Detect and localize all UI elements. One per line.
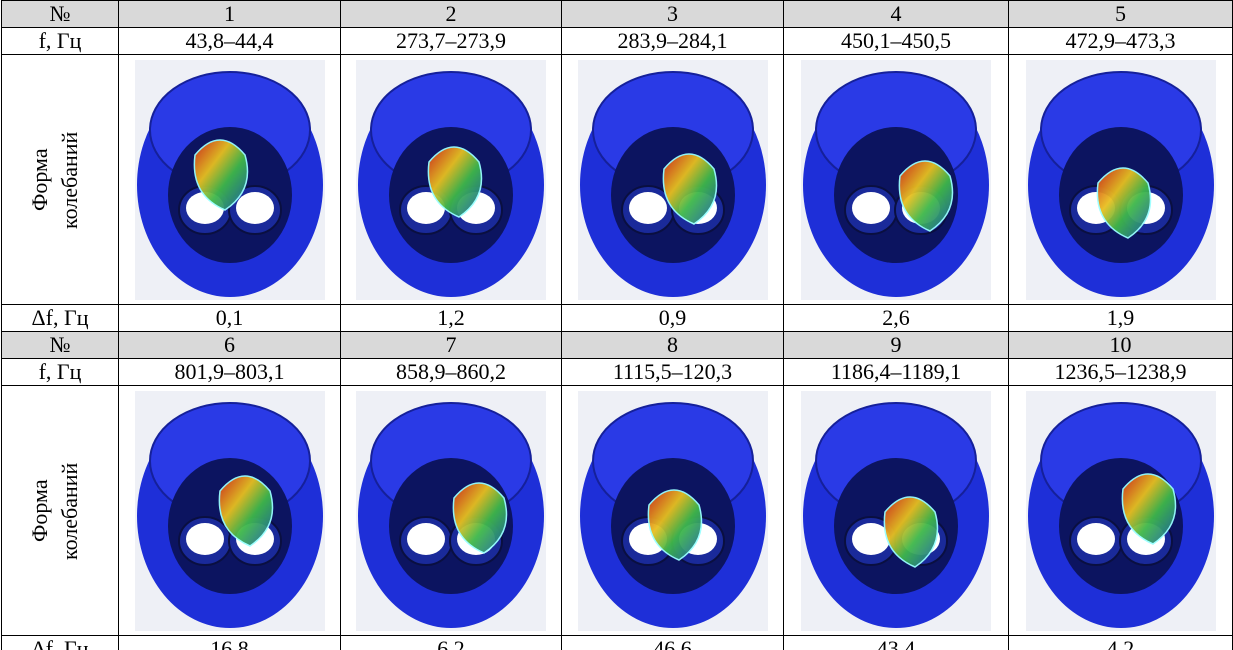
mode-number: 5 xyxy=(1009,1,1233,28)
table-body: №12345f, Гц43,8–44,4273,7–273,9283,9–284… xyxy=(2,1,1233,650)
delta: 0,9 xyxy=(562,305,784,332)
mode-number: 3 xyxy=(562,1,784,28)
shape xyxy=(236,192,274,224)
delta: 0,1 xyxy=(119,305,341,332)
frequency: 273,7–273,9 xyxy=(341,28,562,55)
mode-number: 2 xyxy=(341,1,562,28)
frequency: 283,9–284,1 xyxy=(562,28,784,55)
row-label: f, Гц xyxy=(2,28,119,55)
mode-image xyxy=(356,391,546,631)
image-cell xyxy=(784,386,1009,636)
image-cell xyxy=(1009,386,1233,636)
image-row: Форма колебаний xyxy=(2,386,1233,636)
delta: 2,6 xyxy=(784,305,1009,332)
delta: 4,2 xyxy=(1009,636,1233,650)
row-label-cell: Форма колебаний xyxy=(2,386,119,636)
image-cell xyxy=(562,55,784,305)
frequency: 1115,5–120,3 xyxy=(562,359,784,386)
delta: 43,4 xyxy=(784,636,1009,650)
mode-number: 6 xyxy=(119,332,341,359)
mode-number: 7 xyxy=(341,332,562,359)
mode-number: 1 xyxy=(119,1,341,28)
shape xyxy=(1077,523,1115,555)
mode-image xyxy=(135,391,325,631)
mode-image xyxy=(801,391,991,631)
mode-number: 4 xyxy=(784,1,1009,28)
delta: 46,6 xyxy=(562,636,784,650)
shape xyxy=(852,192,890,224)
delta: 1,2 xyxy=(341,305,562,332)
row-label: Форма колебаний xyxy=(25,105,95,255)
frequency: 1186,4–1189,1 xyxy=(784,359,1009,386)
shape xyxy=(407,523,445,555)
mode-number: 10 xyxy=(1009,332,1233,359)
delta: 6,2 xyxy=(341,636,562,650)
mode-image xyxy=(578,60,768,300)
image-cell xyxy=(341,386,562,636)
row-label: Δf, Гц xyxy=(2,305,119,332)
shape xyxy=(186,523,224,555)
image-cell xyxy=(119,386,341,636)
image-cell xyxy=(1009,55,1233,305)
shape xyxy=(629,192,667,224)
mode-image xyxy=(135,60,325,300)
mode-image xyxy=(1026,60,1216,300)
image-cell xyxy=(341,55,562,305)
mode-image xyxy=(578,391,768,631)
frequency: 472,9–473,3 xyxy=(1009,28,1233,55)
mode-number: 9 xyxy=(784,332,1009,359)
image-cell xyxy=(784,55,1009,305)
delta: 16,8 xyxy=(119,636,341,650)
mode-image xyxy=(1026,391,1216,631)
delta: 1,9 xyxy=(1009,305,1233,332)
row-label: Форма колебаний xyxy=(25,436,95,586)
frequency: 1236,5–1238,9 xyxy=(1009,359,1233,386)
row-label-cell: Форма колебаний xyxy=(2,55,119,305)
row-label: f, Гц xyxy=(2,359,119,386)
frequency: 801,9–803,1 xyxy=(119,359,341,386)
page: №12345f, Гц43,8–44,4273,7–273,9283,9–284… xyxy=(0,0,1233,650)
frequency: 858,9–860,2 xyxy=(341,359,562,386)
mode-image xyxy=(356,60,546,300)
frequency: 450,1–450,5 xyxy=(784,28,1009,55)
row-label: Δf, Гц xyxy=(2,636,119,650)
frequency: 43,8–44,4 xyxy=(119,28,341,55)
mode-number: 8 xyxy=(562,332,784,359)
mode-image xyxy=(801,60,991,300)
image-cell xyxy=(562,386,784,636)
image-cell xyxy=(119,55,341,305)
modes-table: №12345f, Гц43,8–44,4273,7–273,9283,9–284… xyxy=(1,0,1233,650)
image-row: Форма колебаний xyxy=(2,55,1233,305)
row-label: № xyxy=(2,332,119,359)
row-label: № xyxy=(2,1,119,28)
